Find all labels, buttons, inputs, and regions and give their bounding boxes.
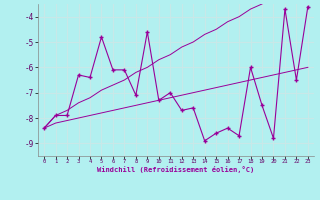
X-axis label: Windchill (Refroidissement éolien,°C): Windchill (Refroidissement éolien,°C)	[97, 166, 255, 173]
